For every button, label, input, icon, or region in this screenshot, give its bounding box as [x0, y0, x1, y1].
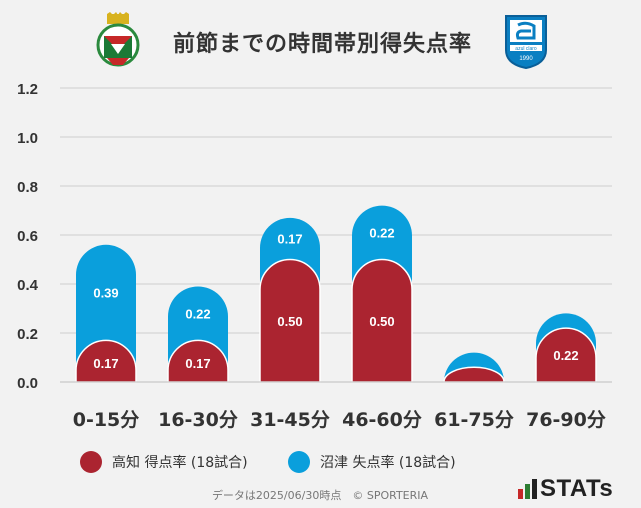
x-tick-label: 46-60分 [342, 409, 422, 431]
kochi-crest-icon [95, 12, 141, 72]
data-label-numazu: 0.17 [277, 232, 302, 247]
legend-item-numazu: 沼津 失点率 (18試合) [288, 449, 456, 475]
y-tick-label: 0.0 [17, 375, 38, 392]
chart-title: 前節までの時間帯別得失点率 [172, 32, 472, 57]
x-tick-label: 31-45分 [250, 409, 330, 431]
data-label-numazu: 0.22 [185, 306, 210, 321]
y-tick-label: 0.6 [17, 228, 38, 245]
footer-note: データは2025/06/30時点 © SPORTERIA [211, 489, 429, 502]
legend-swatch-numazu [288, 451, 310, 473]
x-tick-label: 16-30分 [158, 409, 238, 431]
legend-swatch-kochi [80, 451, 102, 473]
y-tick-label: 0.8 [17, 179, 38, 196]
bar-kochi [351, 258, 413, 383]
stats-bars-icon [518, 479, 537, 499]
y-tick-label: 0.4 [17, 277, 39, 294]
data-label-numazu: 0.39 [93, 286, 118, 301]
data-label-kochi: 0.50 [369, 314, 394, 329]
bar-kochi [259, 258, 321, 383]
y-tick-label: 1.0 [17, 130, 38, 147]
stats-brand-text: STATs [540, 475, 614, 502]
bar-kochi [535, 327, 597, 383]
x-tick-label: 76-90分 [526, 409, 606, 431]
numazu-crest-icon: azul claro 1990 [503, 12, 549, 74]
bar-kochi [167, 339, 229, 383]
data-label-kochi: 0.17 [93, 356, 118, 371]
data-label-kochi: 0.22 [553, 348, 578, 363]
x-tick-label: 0-15分 [73, 409, 140, 431]
bar-kochi [443, 366, 505, 383]
y-tick-label: 0.2 [17, 326, 38, 343]
legend-item-kochi: 高知 得点率 (18試合) [80, 449, 248, 475]
svg-text:azul claro: azul claro [515, 46, 537, 52]
legend-label-numazu: 沼津 失点率 (18試合) [320, 455, 456, 471]
x-tick-label: 61-75分 [434, 409, 514, 431]
bar-chart: 0.0 0.2 0.4 0.6 0.8 1.0 1.2 0.17 0.39 0-15分 0.17 0.… [17, 81, 612, 431]
data-label-kochi: 0.50 [277, 314, 302, 329]
data-label-numazu: 0.22 [369, 226, 394, 241]
y-tick-label: 1.2 [17, 81, 38, 98]
stats-logo: STATs [518, 475, 613, 503]
bar-kochi [75, 339, 137, 383]
data-label-kochi: 0.17 [185, 356, 210, 371]
svg-text:1990: 1990 [519, 56, 533, 62]
legend-label-kochi: 高知 得点率 (18試合) [112, 455, 248, 471]
